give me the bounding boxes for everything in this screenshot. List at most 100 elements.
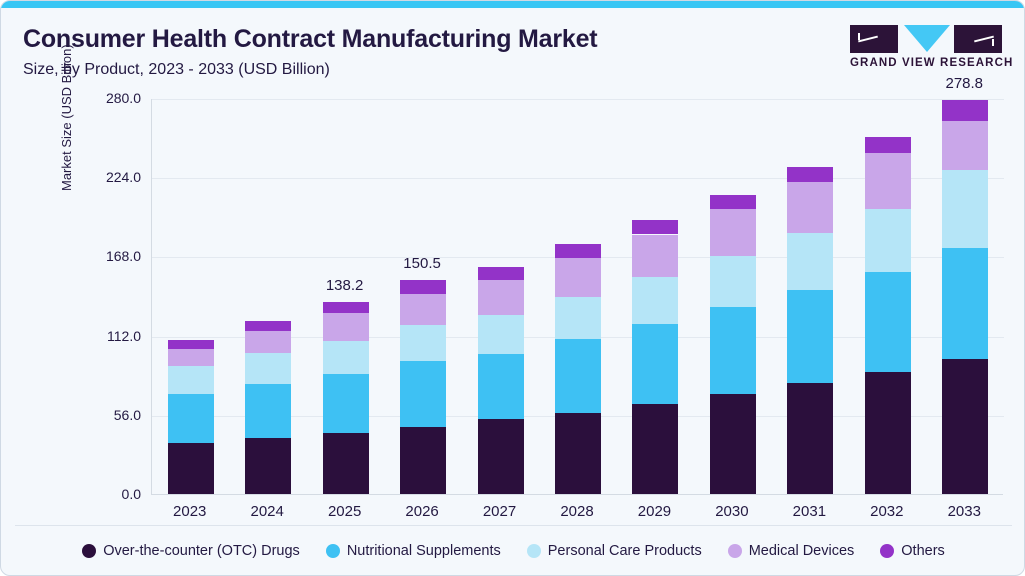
logo-left-slash-icon	[858, 35, 878, 43]
x-axis-tick-label: 2024	[250, 503, 284, 520]
bar-segment[interactable]	[167, 443, 214, 494]
bar-segment[interactable]	[787, 233, 834, 290]
bar-segment[interactable]	[632, 323, 679, 404]
bar-segment[interactable]	[787, 382, 834, 494]
x-axis-tick-label: 2028	[560, 503, 594, 520]
top-accent-bar	[1, 1, 1024, 8]
bar-segment[interactable]	[787, 182, 834, 234]
bar-segment[interactable]	[400, 361, 447, 427]
bar-segment[interactable]	[555, 296, 601, 340]
logo-right-block	[954, 25, 1002, 53]
chart-legend: Over-the-counter (OTC) Drugs Nutritional …	[1, 531, 1024, 571]
bar-segment[interactable]	[632, 276, 679, 324]
bar-segment[interactable]	[864, 153, 911, 210]
bar-stack[interactable]	[400, 98, 447, 494]
logo-right-tick-icon	[992, 39, 994, 46]
bar-stack[interactable]	[942, 98, 989, 494]
legend-label: Personal Care Products	[547, 543, 702, 559]
bar-segment[interactable]	[864, 271, 911, 372]
bar-segment[interactable]	[942, 247, 989, 359]
x-axis-tick-label: 2023	[173, 503, 207, 520]
bar-segment[interactable]	[400, 293, 447, 325]
x-axis-tick-label: 2032	[870, 503, 904, 520]
bar-segment[interactable]	[864, 371, 911, 494]
bar-segment[interactable]	[400, 426, 447, 494]
bar-segment[interactable]	[477, 419, 524, 494]
bar-segment[interactable]	[632, 220, 679, 235]
gridline	[152, 178, 1004, 180]
bar-segment[interactable]	[709, 393, 756, 494]
legend-item[interactable]: Others	[880, 543, 945, 559]
bar-segment[interactable]	[322, 373, 369, 434]
gridline	[152, 99, 1004, 100]
bar-segment[interactable]	[400, 325, 447, 362]
bar-segment[interactable]	[555, 412, 601, 494]
bar-stack[interactable]	[245, 98, 292, 494]
bar-segment[interactable]	[322, 340, 369, 374]
bar-segment[interactable]	[322, 302, 369, 313]
bar-segment[interactable]	[400, 280, 447, 294]
x-axis-tick-label: 2033	[947, 503, 981, 520]
grand-view-research-logo: GRAND VIEW RESEARCH	[850, 25, 1012, 73]
bar-segment[interactable]	[245, 353, 292, 384]
bar-segment[interactable]	[167, 339, 214, 350]
bar-segment[interactable]	[167, 349, 214, 367]
x-axis-tick-label: 2027	[482, 503, 517, 520]
bar-segment[interactable]	[245, 331, 292, 354]
bar-segment[interactable]	[245, 383, 292, 439]
bar-segment[interactable]	[245, 321, 292, 332]
legend-item[interactable]: Over-the-counter (OTC) Drugs	[82, 543, 300, 559]
bar-segment[interactable]	[709, 255, 756, 308]
bar-stack[interactable]	[477, 98, 524, 494]
bar-segment[interactable]	[632, 403, 679, 494]
bar-segment[interactable]	[709, 209, 756, 256]
legend-label: Nutritional Supplements	[346, 543, 501, 559]
x-axis-tick-label: 2031	[792, 503, 827, 520]
legend-color-swatch	[82, 544, 97, 558]
x-axis-tick-label: 2026	[405, 503, 439, 520]
legend-color-swatch	[727, 544, 742, 558]
bar-segment[interactable]	[787, 166, 834, 183]
bar-stack[interactable]	[787, 98, 834, 494]
bar-segment[interactable]	[167, 393, 214, 444]
x-axis-tick-label: 2025	[327, 503, 362, 520]
y-axis-label: Market Size (USD Billion)	[59, 44, 74, 191]
legend-item[interactable]: Nutritional Supplements	[325, 543, 501, 559]
bar-segment[interactable]	[864, 136, 911, 154]
bar-stack[interactable]	[167, 98, 214, 494]
bar-stack[interactable]	[555, 98, 601, 494]
bar-segment[interactable]	[555, 339, 601, 413]
bar-value-label: 150.5	[403, 255, 441, 273]
bar-segment[interactable]	[632, 234, 679, 277]
bar-segment[interactable]	[942, 358, 989, 494]
plot-area	[151, 98, 1004, 495]
bar-segment[interactable]	[555, 257, 601, 297]
bar-segment[interactable]	[709, 194, 756, 210]
bar-segment[interactable]	[942, 120, 989, 171]
logo-right-slash-icon	[974, 35, 994, 43]
bar-segment[interactable]	[942, 99, 989, 121]
bar-segment[interactable]	[555, 244, 601, 258]
bar-segment[interactable]	[322, 312, 369, 341]
bar-segment[interactable]	[477, 279, 524, 316]
bar-segment[interactable]	[477, 267, 524, 280]
bar-segment[interactable]	[864, 209, 911, 272]
bar-segment[interactable]	[787, 289, 834, 383]
y-axis-ticks: 0.0 56.0 112.0 168.0 224.0 280.0	[79, 1, 141, 575]
x-axis-tick-label: 2029	[637, 503, 672, 520]
bar-value-label: 278.8	[945, 74, 984, 92]
bar-segment[interactable]	[477, 315, 524, 354]
legend-item[interactable]: Personal Care Products	[526, 543, 702, 559]
bar-segment[interactable]	[167, 366, 214, 394]
bar-segment[interactable]	[942, 170, 989, 248]
bar-segment[interactable]	[477, 354, 524, 420]
legend-color-swatch	[880, 544, 895, 558]
bar-segment[interactable]	[709, 307, 756, 394]
bar-stack[interactable]	[322, 98, 369, 494]
bar-segment[interactable]	[322, 433, 369, 494]
legend-item[interactable]: Medical Devices	[727, 543, 854, 559]
bar-stack[interactable]	[709, 98, 756, 494]
bar-stack[interactable]	[632, 98, 679, 494]
bar-segment[interactable]	[245, 438, 292, 494]
bar-stack[interactable]	[864, 98, 911, 494]
